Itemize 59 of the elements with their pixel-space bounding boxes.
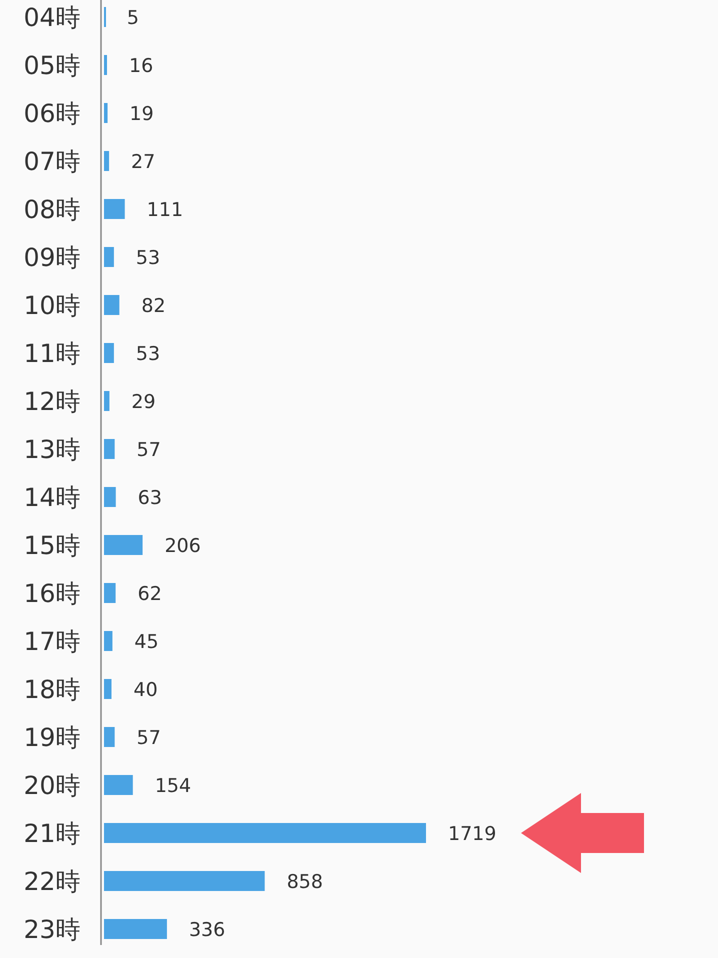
y-tick-label: 16時	[24, 579, 80, 608]
bar	[104, 199, 125, 219]
bar	[104, 535, 143, 555]
data-label: 45	[134, 631, 159, 653]
bar	[104, 391, 110, 411]
y-tick-label: 06時	[24, 99, 80, 128]
bar	[104, 487, 116, 507]
data-label: 63	[138, 487, 162, 509]
data-label: 82	[141, 295, 166, 317]
bar	[104, 871, 265, 891]
data-label: 57	[136, 727, 161, 749]
bar	[104, 343, 114, 363]
bar	[104, 775, 133, 795]
y-tick-label: 19時	[24, 723, 80, 752]
y-tick-label: 04時	[24, 3, 80, 32]
y-tick-label: 05時	[24, 51, 80, 80]
bar	[104, 439, 115, 459]
data-label: 858	[286, 871, 323, 893]
y-tick-label: 10時	[24, 291, 80, 320]
bar	[104, 247, 114, 267]
y-tick-label: 13時	[24, 435, 80, 464]
data-label: 29	[131, 391, 156, 413]
y-tick-label: 11時	[24, 339, 80, 368]
y-tick-label: 15時	[24, 531, 80, 560]
y-tick-label: 23時	[24, 915, 80, 944]
y-tick-label: 22時	[24, 867, 80, 896]
data-label: 27	[131, 151, 156, 173]
bar	[104, 103, 108, 123]
y-tick-label: 21時	[24, 819, 80, 848]
data-label: 206	[164, 535, 201, 557]
bar	[104, 631, 112, 651]
data-label: 336	[188, 919, 226, 941]
bar	[104, 295, 120, 315]
bar	[104, 583, 116, 603]
data-label: 111	[146, 199, 184, 221]
data-label: 5	[126, 7, 140, 29]
data-label: 57	[136, 439, 161, 461]
bar	[104, 151, 110, 171]
data-label: 1719	[448, 823, 496, 845]
data-label: 40	[133, 679, 158, 701]
y-tick-label: 18時	[24, 675, 80, 704]
y-tick-label: 17時	[24, 627, 80, 656]
bar	[104, 727, 115, 747]
data-label: 53	[136, 247, 160, 269]
bar	[104, 823, 426, 843]
data-label: 53	[136, 343, 160, 365]
y-tick-label: 14時	[24, 483, 80, 512]
y-tick-label: 20時	[24, 771, 80, 800]
data-label: 154	[154, 775, 192, 797]
y-tick-label: 09時	[24, 243, 80, 272]
y-tick-label: 08時	[24, 195, 80, 224]
bar	[104, 919, 167, 939]
data-label: 16	[128, 55, 154, 77]
data-label: 62	[138, 583, 162, 605]
bar	[104, 679, 112, 699]
y-tick-label: 07時	[24, 147, 80, 176]
bar	[104, 55, 107, 75]
y-tick-label: 12時	[24, 387, 80, 416]
data-label: 19	[130, 103, 154, 125]
